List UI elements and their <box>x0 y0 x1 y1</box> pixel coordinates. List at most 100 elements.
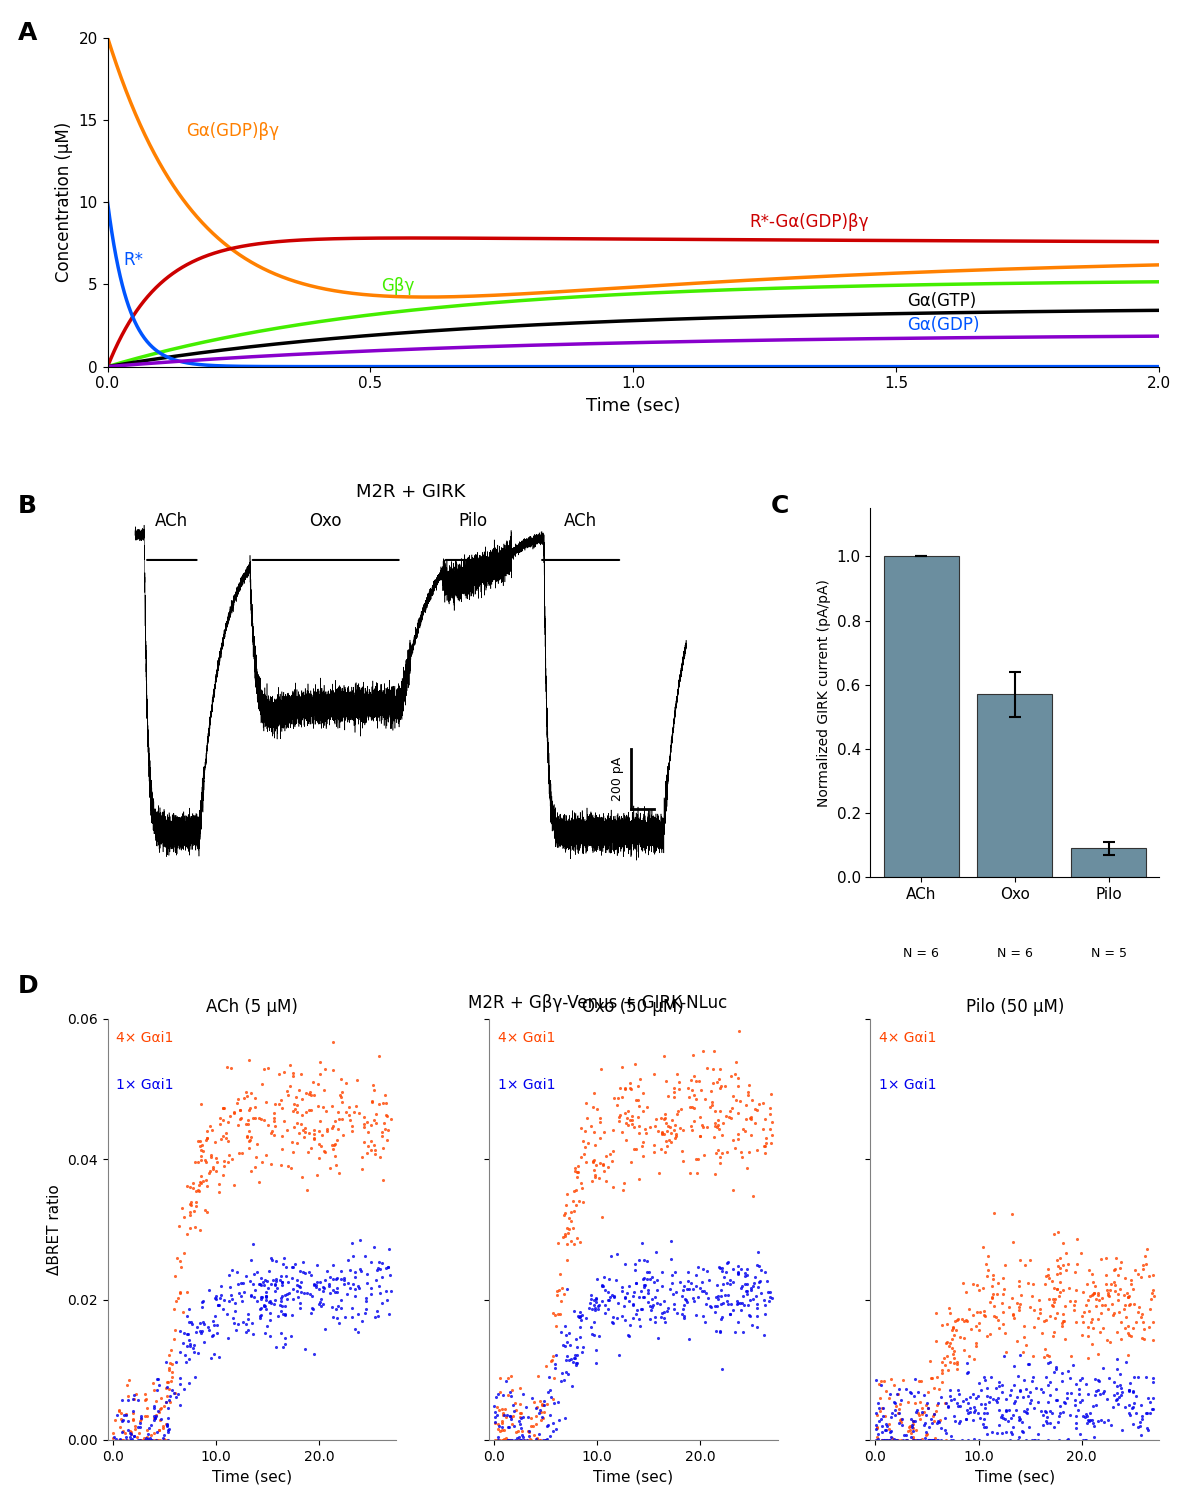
Point <box>1071 1368 1090 1392</box>
Point <box>706 1293 725 1317</box>
Point <box>605 1284 624 1308</box>
Point <box>288 1112 307 1136</box>
Point <box>197 1128 216 1152</box>
Point <box>1003 1422 1022 1446</box>
Point <box>559 1348 578 1372</box>
Point <box>747 1316 766 1340</box>
Point <box>877 1414 896 1438</box>
Point <box>1140 1316 1159 1340</box>
Point <box>559 1206 578 1230</box>
Point <box>1032 1322 1052 1346</box>
Point <box>872 1396 891 1420</box>
Point <box>629 1106 648 1130</box>
Point <box>872 1428 891 1452</box>
Point <box>241 1284 261 1308</box>
Point <box>594 1264 613 1288</box>
Point <box>964 1347 983 1371</box>
Point <box>642 1264 661 1288</box>
Point <box>194 1138 213 1162</box>
Point <box>1007 1329 1027 1353</box>
Point <box>165 1326 184 1350</box>
Point <box>527 1404 546 1428</box>
Point <box>251 1305 270 1329</box>
Point <box>979 1244 998 1268</box>
Point <box>1116 1293 1135 1317</box>
Point <box>890 1412 909 1436</box>
Point <box>554 1368 574 1392</box>
Point <box>872 1428 891 1452</box>
Point <box>1123 1316 1142 1340</box>
Point <box>1132 1424 1151 1448</box>
Point <box>994 1406 1013 1429</box>
Point <box>631 1314 650 1338</box>
Point <box>143 1396 163 1420</box>
Point <box>232 1284 251 1308</box>
Point <box>729 1262 748 1286</box>
Point <box>920 1414 939 1438</box>
Point <box>325 1132 344 1156</box>
Point <box>674 1304 693 1328</box>
Point <box>217 1110 237 1134</box>
Point <box>136 1404 155 1428</box>
Point <box>1085 1414 1104 1438</box>
Point <box>728 1262 747 1286</box>
Point <box>1119 1314 1138 1338</box>
Point <box>961 1317 980 1341</box>
Point <box>1090 1288 1109 1312</box>
Point <box>1104 1270 1123 1294</box>
Point <box>635 1266 654 1290</box>
Point <box>576 1119 595 1143</box>
Point <box>568 1344 587 1368</box>
Point <box>1108 1263 1127 1287</box>
Point <box>584 1148 603 1172</box>
Point <box>367 1299 386 1323</box>
Point <box>703 1071 722 1095</box>
Point <box>715 1284 734 1308</box>
Point <box>682 1095 701 1119</box>
Point <box>378 1128 397 1152</box>
Point <box>510 1392 529 1416</box>
Point <box>960 1298 979 1322</box>
Point <box>880 1420 899 1444</box>
Point <box>617 1112 636 1136</box>
Point <box>266 1268 286 1292</box>
Point <box>566 1179 586 1203</box>
Point <box>507 1398 526 1422</box>
Point <box>112 1420 131 1444</box>
Point <box>528 1428 547 1452</box>
Point <box>937 1330 956 1354</box>
Point <box>704 1058 723 1082</box>
Point <box>1005 1390 1024 1414</box>
Point <box>969 1318 988 1342</box>
Point <box>341 1258 360 1282</box>
Point <box>575 1142 594 1166</box>
Point <box>901 1407 920 1431</box>
Point <box>625 1052 644 1076</box>
Point <box>355 1106 374 1130</box>
Point <box>353 1146 372 1170</box>
Point <box>582 1284 601 1308</box>
Point <box>1048 1276 1067 1300</box>
Point <box>278 1154 298 1178</box>
Point <box>623 1112 642 1136</box>
Point <box>1140 1401 1159 1425</box>
Point <box>251 1306 270 1330</box>
Point <box>192 1170 212 1194</box>
Point <box>1135 1317 1154 1341</box>
Point <box>186 1194 206 1218</box>
Point <box>1080 1284 1099 1308</box>
Point <box>629 1088 648 1112</box>
Point <box>651 1305 670 1329</box>
Point <box>125 1414 145 1438</box>
Point <box>679 1278 698 1302</box>
Point <box>192 1318 212 1342</box>
Point <box>621 1076 641 1100</box>
Point <box>868 1416 887 1440</box>
Point <box>1016 1428 1035 1452</box>
Point <box>635 1272 654 1296</box>
Point <box>978 1384 997 1408</box>
Point <box>872 1420 891 1444</box>
Point <box>233 1288 252 1312</box>
Point <box>333 1124 353 1148</box>
Point <box>733 1144 752 1168</box>
